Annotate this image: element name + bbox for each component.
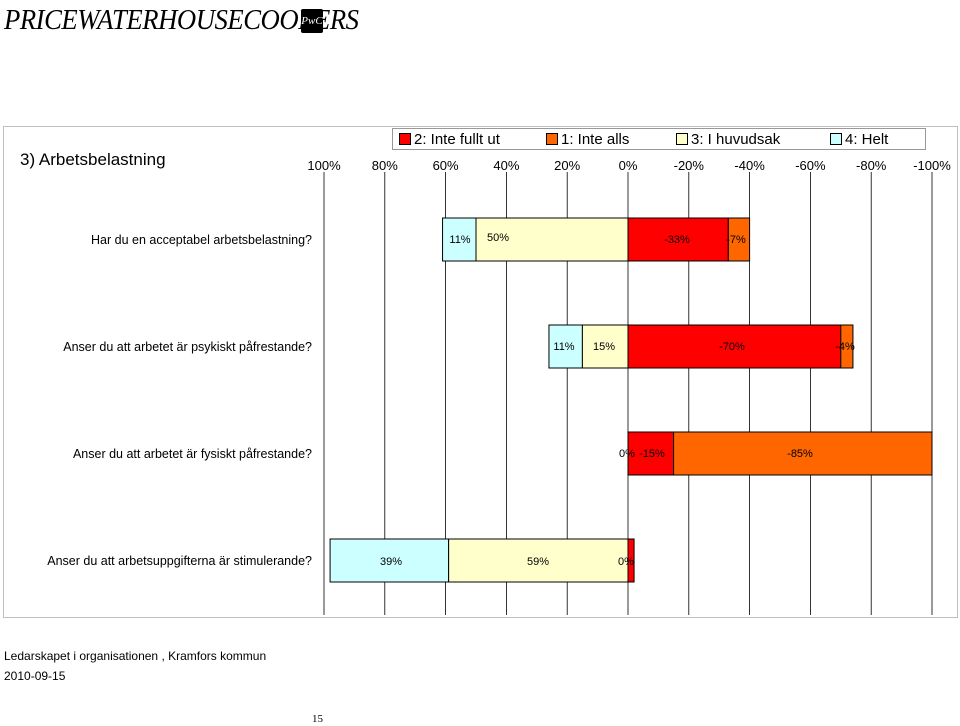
legend-swatch-red	[399, 132, 411, 145]
chart-frame	[3, 126, 958, 618]
category-label: Anser du att arbetsuppgifterna är stimul…	[47, 554, 312, 568]
bar-segment	[442, 217, 477, 262]
x-tick-label: 40%	[493, 158, 519, 173]
bar-segment	[627, 431, 675, 476]
category-label: Anser du att arbetet är fysiskt påfresta…	[73, 447, 312, 461]
footer-organisation: Ledarskapet i organisationen , Kramfors …	[4, 649, 267, 663]
chart-title: 3) Arbetsbelastning	[20, 150, 166, 169]
legend-label: 2: Inte fullt ut	[414, 131, 500, 148]
data-label: 50%	[487, 232, 509, 244]
data-label: 11%	[553, 341, 574, 353]
bar-segment	[448, 538, 629, 583]
legend-swatch-yellow	[676, 132, 688, 145]
data-label: -7%	[726, 234, 746, 246]
data-label: 39%	[380, 556, 402, 568]
x-tick-label: 100%	[307, 158, 341, 173]
x-tick-label: -20%	[674, 158, 705, 173]
x-tick-label: -60%	[795, 158, 826, 173]
legend-item-i-huvudsak: 3: I huvudsak	[676, 131, 780, 148]
bar-segment	[840, 324, 854, 369]
legend-swatch-cyan	[830, 132, 842, 145]
x-tick-label: 0%	[619, 158, 638, 173]
x-tick-label: -40%	[734, 158, 765, 173]
x-tick-label: 80%	[372, 158, 398, 173]
data-label: 0%	[619, 448, 635, 460]
legend-label: 4: Helt	[845, 131, 889, 148]
logo-seal-icon: PwC	[301, 9, 323, 33]
logo-wordmark: PRICEWATERHOUSECOOPERS	[4, 4, 359, 36]
data-label: 59%	[527, 556, 549, 568]
legend-label: 3: I huvudsak	[691, 131, 781, 148]
category-label: Anser du att arbetet är psykiskt påfrest…	[63, 340, 312, 354]
legend-item-inte-fullt-ut: 2: Inte fullt ut	[399, 131, 500, 148]
category-label: Har du en acceptabel arbetsbelastning?	[91, 233, 312, 247]
data-label: -4%	[835, 341, 855, 353]
data-label: -85%	[787, 448, 813, 460]
page-number: 15	[312, 713, 323, 725]
legend-swatch-orange	[546, 132, 558, 145]
bar-segment	[627, 217, 729, 262]
data-label: -33%	[664, 234, 690, 246]
data-label: -70%	[719, 341, 745, 353]
pwc-logo: PRICEWATERHOUSECOOPERS PwC	[4, 2, 359, 42]
chart-legend: 2: Inte fullt ut 1: Inte alls 3: I huvud…	[392, 128, 926, 150]
data-label: 0%	[618, 556, 634, 568]
bar-segment	[727, 217, 751, 262]
legend-label: 1: Inte alls	[561, 131, 630, 148]
legend-item-inte-alls: 1: Inte alls	[546, 131, 629, 148]
bar-segment	[581, 324, 629, 369]
x-tick-label: -80%	[856, 158, 887, 173]
bar-segment	[475, 217, 629, 262]
data-label: 15%	[593, 341, 615, 353]
x-tick-label: 20%	[554, 158, 580, 173]
data-label: 11%	[449, 234, 470, 246]
legend-item-helt: 4: Helt	[830, 131, 888, 148]
bar-segment	[627, 538, 635, 583]
x-tick-label: -100%	[913, 158, 951, 173]
bar-segment	[673, 431, 933, 476]
data-label: -15%	[639, 448, 665, 460]
x-tick-label: 60%	[433, 158, 459, 173]
bar-segment	[548, 324, 583, 369]
bar-segment	[329, 538, 450, 583]
footer-date: 2010-09-15	[4, 669, 66, 683]
